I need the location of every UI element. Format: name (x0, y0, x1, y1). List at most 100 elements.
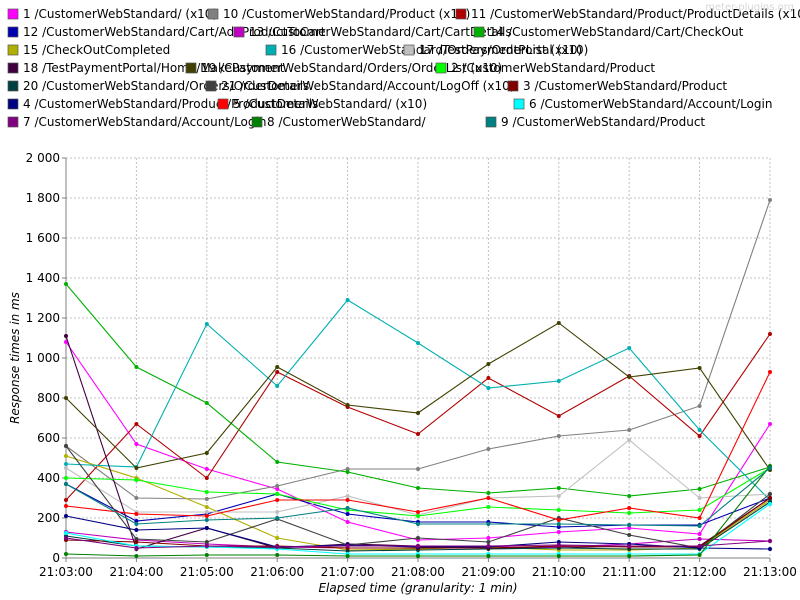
legend-item: 12 /CustomerWebStandard/Cart/AddProductT… (7, 25, 326, 39)
x-tick-label: 21:10:00 (532, 565, 586, 579)
data-point (627, 438, 632, 442)
data-point (556, 518, 561, 522)
y-tick-label: 800 (37, 391, 60, 405)
y-tick-label: 1 000 (26, 351, 60, 365)
data-point (134, 466, 139, 470)
data-point (64, 531, 68, 535)
legend-swatch (7, 8, 19, 20)
data-point (768, 422, 772, 426)
y-tick-label: 2 000 (26, 151, 60, 165)
x-tick-label: 21:06:00 (250, 565, 304, 579)
legend-item: 15 /CheckOutCompleted (7, 43, 170, 57)
data-point (275, 536, 280, 540)
data-point (416, 522, 420, 526)
legend-swatch (233, 26, 245, 38)
data-point (768, 492, 772, 496)
data-point (556, 540, 561, 544)
data-point (486, 505, 491, 509)
data-point (345, 470, 350, 474)
legend-swatch (251, 116, 263, 128)
data-point (627, 494, 632, 498)
data-point (697, 544, 702, 548)
data-point (697, 524, 702, 528)
data-point (556, 525, 561, 529)
data-point (345, 298, 350, 302)
data-point (345, 554, 350, 558)
data-point (204, 510, 209, 514)
legend-swatch (207, 8, 219, 20)
data-point (486, 522, 491, 526)
data-point (275, 370, 280, 374)
data-point (345, 467, 350, 471)
data-point (204, 497, 209, 501)
data-point (486, 536, 491, 540)
legend-swatch (455, 8, 467, 20)
legend-label: 9 /CustomerWebStandard/Product (501, 115, 705, 129)
legend-swatch (7, 98, 19, 110)
legend-item: 5 /CustomerWebStandard/ (x10) (217, 97, 427, 111)
data-point (204, 505, 209, 509)
data-point (768, 332, 772, 336)
legend-label: 6 /CustomerWebStandard/Account/Login (529, 97, 772, 111)
data-point (627, 544, 632, 548)
data-point (556, 508, 561, 512)
legend-label: 18 /TestPaymentPortal/Home/MakePayment (23, 61, 285, 75)
data-point (345, 403, 350, 407)
data-point (204, 544, 209, 548)
legend-swatch (7, 62, 19, 74)
data-point (697, 434, 702, 438)
data-point (345, 512, 350, 516)
y-tick-label: 1 400 (26, 271, 60, 285)
data-point (416, 486, 420, 490)
series (64, 332, 772, 502)
legend-swatch (265, 44, 277, 56)
x-tick-label: 21:07:00 (321, 565, 375, 579)
y-tick-label: 200 (37, 511, 60, 525)
data-point (416, 432, 420, 436)
data-point (486, 386, 491, 390)
data-point (627, 375, 632, 379)
x-tick-label: 21:08:00 (391, 565, 445, 579)
data-point (134, 540, 139, 544)
legend-swatch (513, 98, 525, 110)
legend-item: 11 /CustomerWebStandard/Product/ProductD… (455, 7, 800, 21)
data-point (345, 494, 350, 498)
legend-swatch (507, 80, 519, 92)
data-point (64, 444, 68, 448)
legend-item: 6 /CustomerWebStandard/Account/Login (513, 97, 772, 111)
x-tick-label: 21:05:00 (180, 565, 234, 579)
data-point (416, 411, 420, 415)
legend-label: 19 /CustomerWebStandard/Orders/OrderList… (201, 61, 502, 75)
data-point (64, 504, 68, 508)
series (64, 321, 772, 472)
series (64, 282, 772, 498)
data-point (204, 401, 209, 405)
x-tick-label: 21:12:00 (673, 565, 727, 579)
data-point (64, 536, 68, 540)
data-point (204, 476, 209, 480)
data-point (486, 362, 491, 366)
legend-item: 18 /TestPaymentPortal/Home/MakePayment (7, 61, 285, 75)
y-axis-title: Response times in ms (8, 292, 22, 424)
x-tick-label: 21:04:00 (109, 565, 163, 579)
data-point (345, 544, 350, 548)
legend-item: 1 /CustomerWebStandard/ (x10) (7, 7, 217, 21)
data-point (275, 365, 280, 369)
data-point (556, 554, 561, 558)
data-point (627, 533, 632, 537)
data-point (556, 530, 561, 534)
data-point (556, 494, 561, 498)
y-tick-label: 1 200 (26, 311, 60, 325)
data-point (64, 462, 68, 466)
legend-item: 10 /CustomerWebStandard/Product (x10) (207, 7, 470, 21)
legend-label: 13 /CustomerWebStandard/Cart/CartDetails (249, 25, 512, 39)
x-tick-label: 21:03:00 (39, 565, 93, 579)
data-point (204, 553, 209, 557)
legend-swatch (205, 80, 217, 92)
legend-label: 1 /CustomerWebStandard/ (x10) (23, 7, 217, 21)
data-point (697, 553, 702, 557)
legend-swatch (7, 80, 19, 92)
data-point (697, 496, 702, 500)
x-tick-label: 21:13:00 (743, 565, 797, 579)
